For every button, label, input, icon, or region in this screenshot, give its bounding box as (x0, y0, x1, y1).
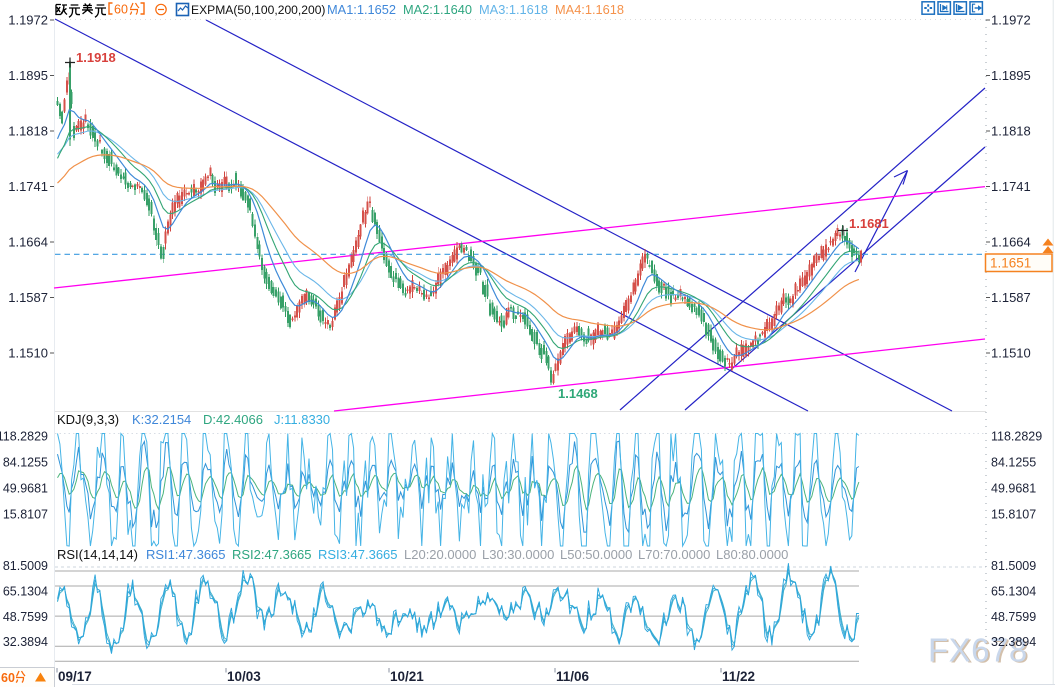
svg-text:RSI(14,14,14): RSI(14,14,14) (57, 547, 138, 562)
svg-text:81.5009: 81.5009 (991, 559, 1036, 573)
svg-text:1.1681: 1.1681 (849, 216, 889, 231)
svg-text:1.1468: 1.1468 (558, 386, 598, 401)
svg-text:11/22: 11/22 (722, 669, 755, 684)
svg-text:84.1255: 84.1255 (3, 456, 48, 470)
svg-text:84.1255: 84.1255 (991, 456, 1036, 470)
svg-text:60: 60 (1, 671, 15, 685)
svg-text:09/17: 09/17 (58, 669, 92, 684)
svg-text:1.1972: 1.1972 (8, 13, 48, 28)
svg-text:L50:50.0000: L50:50.0000 (560, 547, 632, 562)
svg-text:RSI3:47.3665: RSI3:47.3665 (318, 547, 398, 562)
svg-text:L20:20.0000: L20:20.0000 (404, 547, 476, 562)
svg-text:L30:30.0000: L30:30.0000 (482, 547, 554, 562)
svg-text:1.1664: 1.1664 (991, 235, 1031, 250)
svg-text:MA4:1.1618: MA4:1.1618 (555, 2, 624, 17)
svg-text:1.1664: 1.1664 (8, 235, 48, 250)
svg-text:1.1895: 1.1895 (8, 68, 48, 83)
svg-text:1.1510: 1.1510 (8, 346, 48, 361)
svg-text:KDJ(9,3,3): KDJ(9,3,3) (57, 412, 119, 427)
svg-text:49.9681: 49.9681 (991, 482, 1036, 496)
svg-text:EXPMA(50,100,200,200): EXPMA(50,100,200,200) (191, 3, 325, 17)
svg-text:48.7599: 48.7599 (3, 610, 48, 624)
svg-text:118.2829: 118.2829 (991, 430, 1042, 444)
svg-text:10/03: 10/03 (227, 669, 261, 684)
svg-text:48.7599: 48.7599 (991, 610, 1036, 624)
svg-text:1.1818: 1.1818 (991, 124, 1031, 139)
svg-text:118.2829: 118.2829 (0, 430, 48, 444)
svg-text:10/21: 10/21 (390, 669, 424, 684)
svg-text:15.8107: 15.8107 (3, 508, 48, 522)
svg-text:65.1304: 65.1304 (991, 584, 1036, 598)
svg-text:FX678: FX678 (928, 632, 1028, 669)
svg-text:1.1587: 1.1587 (991, 290, 1031, 305)
svg-text:1.1818: 1.1818 (8, 124, 48, 139)
svg-text:RSI1:47.3665: RSI1:47.3665 (146, 547, 226, 562)
svg-text:11/06: 11/06 (556, 669, 590, 684)
svg-text:1.1510: 1.1510 (991, 346, 1031, 361)
svg-text:32.3894: 32.3894 (3, 635, 48, 649)
svg-text:81.5009: 81.5009 (3, 559, 48, 573)
svg-text:L80:80.0000: L80:80.0000 (716, 547, 788, 562)
svg-text:1.1741: 1.1741 (991, 179, 1031, 194)
svg-text:L70:70.0000: L70:70.0000 (638, 547, 710, 562)
svg-text:FX678: FX678 (930, 633, 1030, 670)
svg-text:RSI2:47.3665: RSI2:47.3665 (232, 547, 312, 562)
svg-text:1.1972: 1.1972 (991, 13, 1031, 28)
svg-text:MA3:1.1618: MA3:1.1618 (479, 2, 548, 17)
svg-text:1.1651: 1.1651 (990, 256, 1031, 271)
svg-text:15.8107: 15.8107 (991, 508, 1036, 522)
svg-text:1.1918: 1.1918 (76, 50, 116, 65)
svg-text:32.3894: 32.3894 (991, 635, 1036, 649)
svg-text:K:32.2154: K:32.2154 (132, 412, 191, 427)
svg-text:60: 60 (114, 3, 128, 17)
svg-text:MA2:1.1640: MA2:1.1640 (403, 2, 472, 17)
svg-text:J:11.8330: J:11.8330 (274, 412, 330, 427)
svg-text:D:42.4066: D:42.4066 (203, 412, 263, 427)
svg-text:1.1895: 1.1895 (991, 68, 1031, 83)
svg-text:MA1:1.1652: MA1:1.1652 (327, 2, 396, 17)
svg-text:1.1587: 1.1587 (8, 290, 48, 305)
svg-text:1.1741: 1.1741 (8, 179, 48, 194)
svg-text:49.9681: 49.9681 (3, 482, 48, 496)
svg-text:65.1304: 65.1304 (3, 584, 48, 598)
